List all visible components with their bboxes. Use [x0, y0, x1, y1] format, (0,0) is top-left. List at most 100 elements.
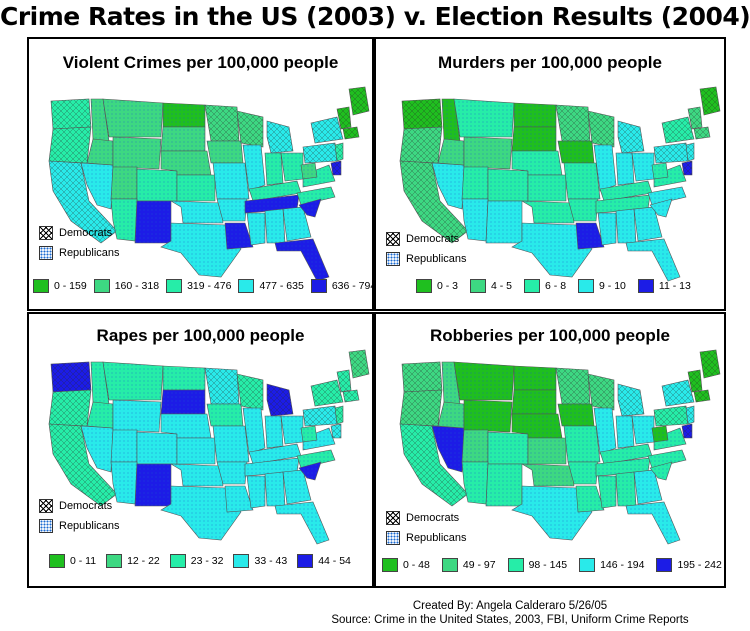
state-region	[80, 162, 114, 210]
state-region	[136, 168, 178, 202]
party-legend: Democrats Republicans	[386, 229, 467, 269]
party-legend: Democrats Republicans	[39, 223, 120, 263]
state-region	[557, 403, 595, 427]
state-region	[160, 389, 206, 415]
range-swatch-1	[416, 279, 432, 293]
us-map-rapes	[48, 349, 370, 545]
state-region	[282, 469, 312, 505]
state-region	[348, 86, 370, 116]
state-region	[597, 475, 617, 509]
state-region	[511, 150, 563, 176]
panel-title: Robberies per 100,000 people	[430, 326, 670, 345]
range-label-2: 4 - 5	[491, 280, 513, 292]
state-region	[86, 138, 114, 166]
state-region	[86, 401, 114, 429]
range-item-2: 49 - 97	[441, 558, 496, 572]
range-label-3: 98 - 145	[528, 559, 568, 571]
state-region	[50, 361, 92, 393]
range-legend: 0 - 3 4 - 5 6 - 8 9 - 10 11 - 13	[416, 279, 691, 293]
party-legend: Democrats Republicans	[39, 496, 120, 536]
state-region	[236, 373, 264, 411]
state-region	[224, 222, 254, 250]
state-region	[437, 138, 465, 166]
range-label-4: 9 - 10	[599, 280, 626, 292]
state-region	[563, 425, 601, 463]
panel-rapes: Rapes per 100,000 people Democrats Repub…	[27, 312, 374, 588]
range-swatch-3	[169, 554, 186, 568]
state-region	[555, 104, 591, 142]
state-region	[264, 471, 286, 507]
range-label-5: 44 - 54	[318, 555, 351, 567]
state-region	[102, 98, 164, 138]
republicans-label: Republicans	[59, 247, 120, 259]
state-region	[513, 365, 557, 391]
state-region	[617, 120, 645, 154]
state-region	[685, 405, 695, 425]
range-swatch-4	[233, 554, 250, 568]
state-region	[216, 461, 248, 485]
state-region	[699, 86, 721, 116]
legend-republicans: Republicans	[386, 528, 467, 548]
state-region	[633, 206, 663, 242]
state-region	[310, 116, 344, 144]
state-region	[511, 126, 557, 152]
state-region	[334, 142, 344, 162]
state-region	[681, 423, 693, 439]
range-swatch-2	[106, 554, 123, 568]
state-region	[224, 485, 254, 513]
state-region	[431, 425, 465, 473]
state-region	[649, 198, 673, 218]
state-region	[342, 126, 360, 140]
state-region	[527, 174, 567, 202]
panel-title: Rapes per 100,000 people	[96, 326, 305, 345]
range-label-3: 23 - 32	[190, 555, 224, 567]
state-region	[401, 98, 443, 130]
state-region	[593, 407, 617, 455]
state-region	[685, 142, 695, 162]
state-region	[280, 152, 304, 182]
range-label-2: 49 - 97	[462, 559, 496, 571]
state-region	[296, 186, 336, 206]
range-swatch-5	[637, 279, 654, 293]
range-label-5: 636 - 794	[331, 280, 374, 292]
state-region	[310, 379, 344, 407]
republicans-pattern-swatch	[386, 531, 400, 545]
main-title: Crime Rates in the US (2003) v. Election…	[0, 2, 750, 31]
democrats-pattern-swatch	[386, 511, 400, 525]
state-region	[110, 461, 138, 505]
range-label-4: 33 - 43	[254, 555, 288, 567]
democrats-pattern-swatch	[386, 232, 400, 246]
range-item-1: 0 - 159	[33, 279, 87, 293]
range-swatch-1	[382, 558, 398, 572]
republicans-pattern-swatch	[39, 519, 53, 533]
state-region	[302, 142, 338, 164]
range-item-2: 4 - 5	[470, 279, 512, 293]
legend-republicans: Republicans	[39, 516, 120, 536]
state-region	[206, 140, 244, 164]
legend-republicans: Republicans	[39, 243, 120, 263]
state-region	[204, 104, 240, 142]
state-region	[399, 389, 443, 427]
range-item-5: 11 - 13	[637, 279, 691, 293]
state-region	[134, 200, 172, 244]
state-region	[567, 198, 599, 222]
state-region	[485, 463, 523, 507]
state-region	[453, 361, 515, 401]
republicans-pattern-swatch	[39, 246, 53, 260]
state-region	[334, 405, 344, 425]
range-label-5: 11 - 13	[658, 280, 691, 292]
state-region	[206, 403, 244, 427]
legend-democrats: Democrats	[386, 229, 467, 249]
range-label-1: 0 - 3	[437, 280, 459, 292]
range-swatch-5	[656, 558, 673, 572]
range-item-4: 9 - 10	[578, 279, 626, 293]
state-region	[212, 162, 250, 200]
range-swatch-3	[166, 279, 183, 293]
state-region	[80, 425, 114, 473]
state-region	[587, 373, 615, 411]
state-region	[160, 413, 212, 439]
state-region	[280, 415, 304, 445]
state-region	[625, 238, 681, 282]
legend-democrats: Democrats	[386, 508, 467, 528]
state-region	[647, 186, 687, 206]
